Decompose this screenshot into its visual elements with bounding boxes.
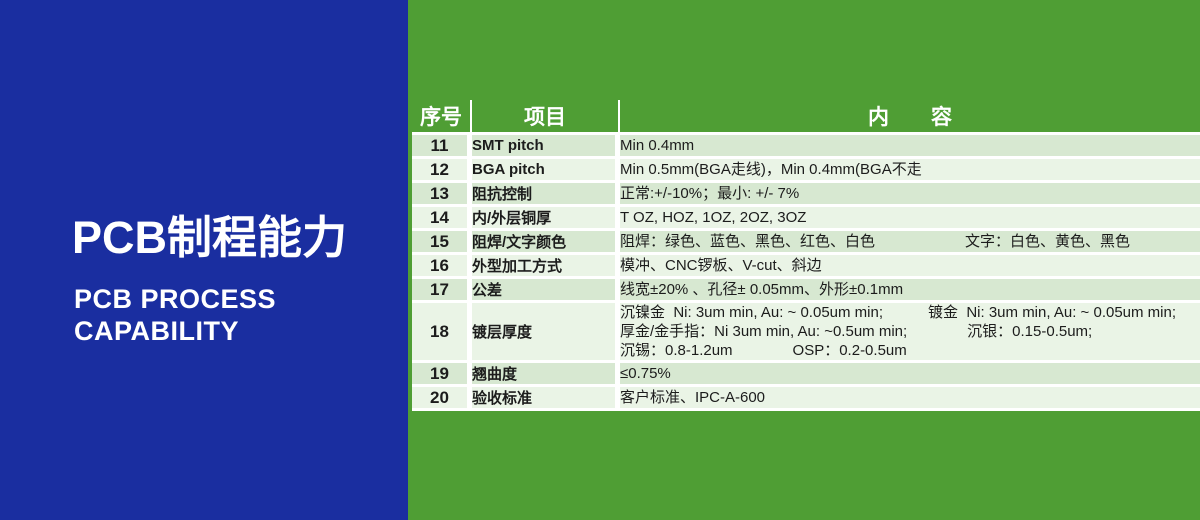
page-subtitle-line2: CAPABILITY <box>74 316 239 346</box>
row-item-cell: 验收标准 <box>472 387 620 411</box>
pcb-capability-table: 序号 项目 内 容 11 SMT pitch Min 0.4mm 12 BGA pitc… <box>412 100 1200 411</box>
row-no-cell: 12 <box>412 159 472 183</box>
content-line: 正常:+/-10%；最小: +/- 7% <box>620 185 800 202</box>
content-line: 沉镍金 Ni: 3um min, Au: ~ 0.05um min; 镀金 Ni… <box>620 304 1177 321</box>
row-content-cell: T OZ, HOZ, 1OZ, 2OZ, 3OZ <box>620 207 1200 231</box>
table-body: 11 SMT pitch Min 0.4mm 12 BGA pitch Min 0.5mm… <box>412 135 1200 411</box>
table-row: 15 阻焊/文字颜色 阻焊：绿色、蓝色、黑色、红色、白色 文字：白色、黄色、黑色 <box>412 231 1200 255</box>
page-subtitle-line1: PCB PROCESS <box>74 284 277 314</box>
content-line: 阻焊：绿色、蓝色、黑色、红色、白色 文字：白色、黄色、黑色 <box>620 233 1131 250</box>
content-line: ≤0.75% <box>620 365 671 382</box>
table-row: 12 BGA pitch Min 0.5mm(BGA走线)，Min 0.4mm(BG… <box>412 159 1200 183</box>
content-line: 客户标准、IPC-A-600 <box>620 389 766 406</box>
table-row: 18 镀层厚度 沉镍金 Ni: 3um min, Au: ~ 0.05um min;… <box>412 303 1200 363</box>
table-panel: 序号 项目 内 容 11 SMT pitch Min 0.4mm 12 BGA pitc… <box>408 0 1200 520</box>
row-item-cell: BGA pitch <box>472 159 620 183</box>
row-item-cell: 阻焊/文字颜色 <box>472 231 620 255</box>
row-no-cell: 17 <box>412 279 472 303</box>
row-no-cell: 18 <box>412 303 472 363</box>
row-item-cell: 阻抗控制 <box>472 183 620 207</box>
row-no-cell: 20 <box>412 387 472 411</box>
header-item: 项目 <box>472 100 620 135</box>
page-subtitle: PCB PROCESS CAPABILITY <box>74 283 276 347</box>
row-content-cell: 线宽±20% 、孔径± 0.05mm、外形±0.1mm <box>620 279 1200 303</box>
table-row: 11 SMT pitch Min 0.4mm <box>412 135 1200 159</box>
row-content-cell: 阻焊：绿色、蓝色、黑色、红色、白色 文字：白色、黄色、黑色 <box>620 231 1200 255</box>
content-line: Min 0.5mm(BGA走线)，Min 0.4mm(BGA不走 <box>620 161 922 178</box>
row-content-cell: 模冲、CNC锣板、V-cut、斜边 <box>620 255 1200 279</box>
row-item-cell: SMT pitch <box>472 135 620 159</box>
row-item-cell: 翘曲度 <box>472 363 620 387</box>
row-content-cell: Min 0.4mm <box>620 135 1200 159</box>
row-content-cell: ≤0.75% <box>620 363 1200 387</box>
header-no: 序号 <box>412 100 472 135</box>
table-row: 17 公差 线宽±20% 、孔径± 0.05mm、外形±0.1mm <box>412 279 1200 303</box>
content-line: 厚金/金手指：Ni 3um min, Au: ~0.5um min; 沉银：0.… <box>620 323 1093 340</box>
row-no-cell: 16 <box>412 255 472 279</box>
row-item-cell: 镀层厚度 <box>472 303 620 363</box>
row-no-cell: 14 <box>412 207 472 231</box>
row-item-cell: 公差 <box>472 279 620 303</box>
header-content: 内 容 <box>620 100 1200 135</box>
row-no-cell: 19 <box>412 363 472 387</box>
table-row: 19 翘曲度 ≤0.75% <box>412 363 1200 387</box>
table-row: 14 内/外层铜厚 T OZ, HOZ, 1OZ, 2OZ, 3OZ <box>412 207 1200 231</box>
row-no-cell: 13 <box>412 183 472 207</box>
row-no-cell: 11 <box>412 135 472 159</box>
row-content-cell: 客户标准、IPC-A-600 <box>620 387 1200 411</box>
row-item-cell: 外型加工方式 <box>472 255 620 279</box>
table-header-row: 序号 项目 内 容 <box>412 100 1200 135</box>
row-content-cell: Min 0.5mm(BGA走线)，Min 0.4mm(BGA不走 <box>620 159 1200 183</box>
content-line: 模冲、CNC锣板、V-cut、斜边 <box>620 257 822 274</box>
content-line: Min 0.4mm <box>620 137 695 154</box>
content-line: 沉锡：0.8-1.2um OSP：0.2-0.5um <box>620 342 907 359</box>
table-row: 16 外型加工方式 模冲、CNC锣板、V-cut、斜边 <box>412 255 1200 279</box>
row-item-cell: 内/外层铜厚 <box>472 207 620 231</box>
row-content-cell: 沉镍金 Ni: 3um min, Au: ~ 0.05um min; 镀金 Ni… <box>620 303 1200 363</box>
row-content-cell: 正常:+/-10%；最小: +/- 7% <box>620 183 1200 207</box>
row-no-cell: 15 <box>412 231 472 255</box>
content-line: 线宽±20% 、孔径± 0.05mm、外形±0.1mm <box>620 281 904 298</box>
left-panel: PCB制程能力 PCB PROCESS CAPABILITY <box>0 0 408 520</box>
page-title: PCB制程能力 <box>72 212 348 263</box>
table-row: 13 阻抗控制 正常:+/-10%；最小: +/- 7% <box>412 183 1200 207</box>
content-line: T OZ, HOZ, 1OZ, 2OZ, 3OZ <box>620 209 807 226</box>
table-row: 20 验收标准 客户标准、IPC-A-600 <box>412 387 1200 411</box>
